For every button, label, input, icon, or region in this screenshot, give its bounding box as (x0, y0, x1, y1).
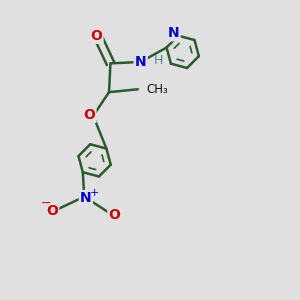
Text: N: N (80, 191, 92, 205)
Text: +: + (89, 188, 99, 198)
Text: CH₃: CH₃ (146, 83, 168, 96)
Text: N: N (135, 55, 146, 69)
Text: −: − (41, 197, 52, 210)
Text: O: O (90, 28, 102, 43)
Text: H: H (154, 54, 164, 67)
Text: N: N (168, 26, 179, 40)
Text: O: O (109, 208, 121, 222)
Text: O: O (83, 108, 95, 122)
Text: O: O (46, 204, 58, 218)
